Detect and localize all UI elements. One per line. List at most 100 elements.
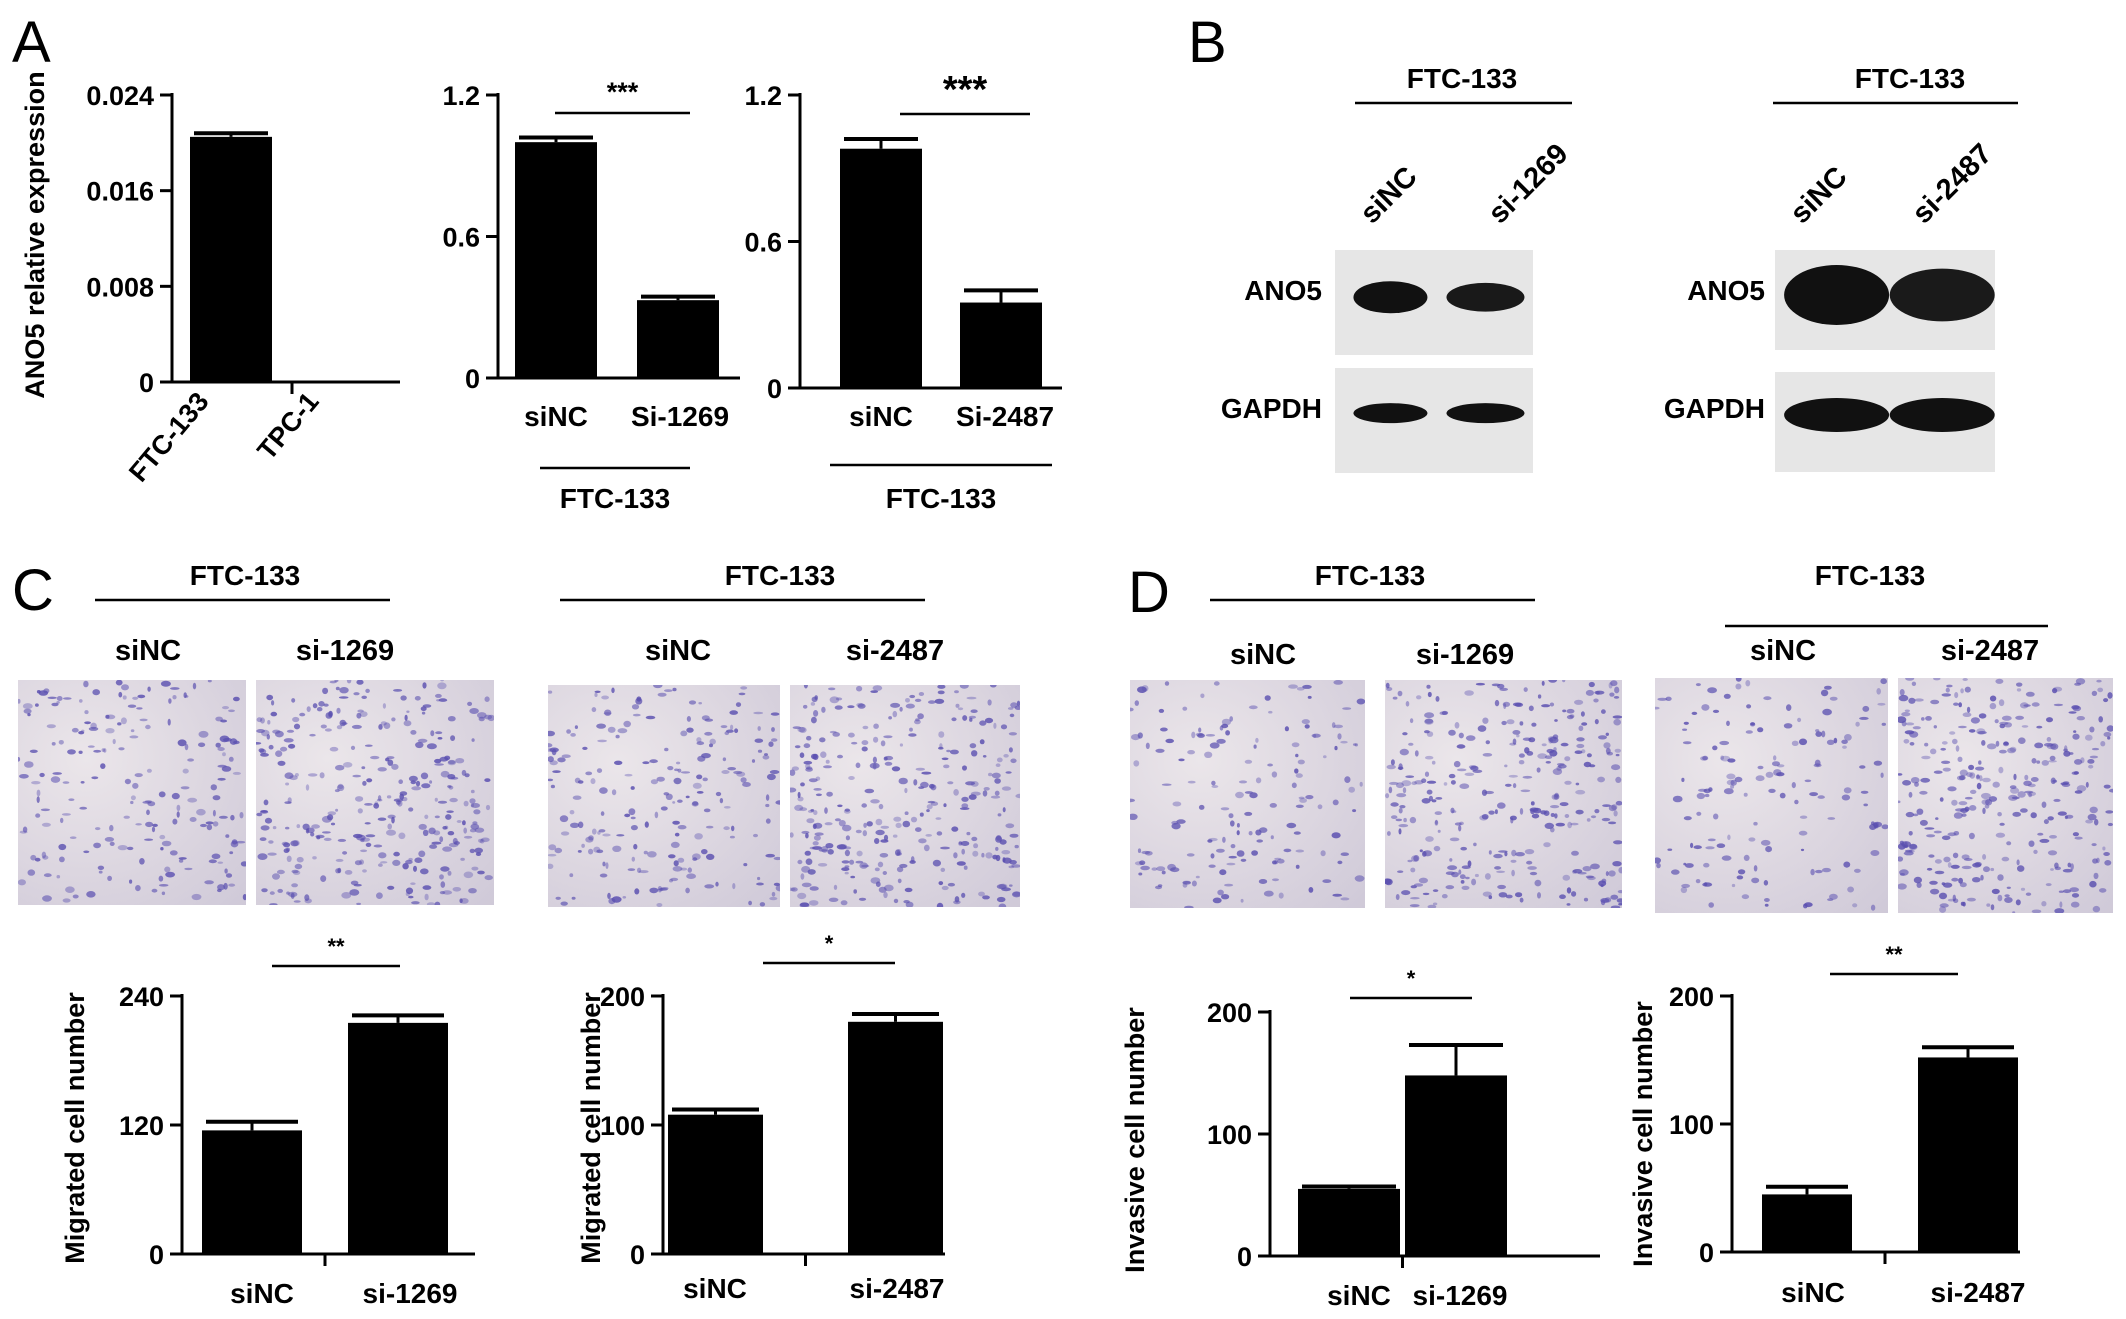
significance-stars: * (825, 931, 834, 956)
bar-si-2487 (848, 1021, 943, 1254)
bar-siNC (1298, 1188, 1400, 1256)
group-label: FTC-133 (190, 560, 300, 591)
category-label: si-1269 (363, 1278, 458, 1309)
chart-C2: 0 100 200 siNC si-2487 * Migrated cell number (576, 931, 945, 1304)
group-label: FTC-133 (1855, 63, 1965, 94)
category-label: si-2487 (850, 1273, 945, 1304)
group-label: FTC-133 (560, 483, 670, 514)
significance-stars: ** (327, 934, 345, 959)
transwell-image-D-right-siNC (1655, 678, 1888, 913)
bar-siNC (515, 142, 597, 378)
y-tick-label: 0.016 (86, 177, 154, 207)
lane-label: siNC (1784, 161, 1853, 230)
band-gapdh (1446, 403, 1525, 424)
category-label: siNC (1781, 1277, 1845, 1308)
significance-stars: *** (943, 69, 988, 111)
y-tick-label: 200 (600, 982, 645, 1012)
y-tick-label: 120 (119, 1111, 164, 1141)
transwell-image-D-right-si-2487 (1898, 678, 2113, 913)
transwell-image-C-left-si-1269 (256, 680, 494, 905)
transwell-image-C-left-siNC (18, 680, 246, 905)
lane-label: si-2487 (1906, 138, 1998, 230)
cell-stain-dots (256, 680, 494, 905)
bar-FTC-133 (190, 136, 272, 382)
bar-Si-2487 (960, 302, 1042, 388)
cell-stain-dots (1655, 678, 1888, 911)
group-label: FTC-133 (725, 560, 835, 591)
cell-stain-dots (1385, 680, 1622, 908)
category-label: siNC (849, 401, 913, 432)
bar-si-2487 (1918, 1057, 2018, 1252)
band-ano5 (1889, 268, 1995, 322)
group-label: FTC-133 (1407, 63, 1517, 94)
band-ano5 (1446, 282, 1525, 312)
y-tick-label: 0.024 (86, 81, 154, 111)
category-label: siNC (230, 1278, 294, 1309)
transwell-image-D-left-siNC (1130, 680, 1365, 908)
blot-B2: FTC-133 siNC si-2487 ANO5 GAPDH (1664, 63, 2018, 472)
panel-label-c: C (12, 558, 54, 623)
transwell-image-D-left-si-1269 (1385, 680, 1622, 908)
blot-label-ano5: ANO5 (1244, 275, 1322, 306)
condition-label: si-2487 (1941, 635, 2039, 667)
bar-siNC (202, 1130, 302, 1254)
chart-D2: 0 100 200 siNC si-2487 ** Invasive cell number (1628, 942, 2025, 1308)
y-tick-label: 0.6 (442, 223, 480, 253)
y-tick-label: 0.6 (744, 228, 782, 258)
band-ano5 (1784, 265, 1890, 325)
chart-A3: 0 0.6 1.2 siNC Si-2487 *** FTC-133 (744, 69, 1062, 514)
y-tick-label: 0 (1699, 1238, 1714, 1268)
y-tick-label: 1.2 (744, 81, 782, 111)
transwell-image-C-right-siNC (548, 685, 780, 907)
transwell-header-C-left: FTC-133 siNC si-1269 (95, 560, 394, 667)
significance-stars: *** (607, 77, 639, 107)
bar-siNC (840, 148, 922, 388)
category-label: Si-2487 (956, 401, 1054, 432)
group-label: FTC-133 (886, 483, 996, 514)
y-tick-label: 200 (1669, 982, 1714, 1012)
y-tick-label: 1.2 (442, 81, 480, 111)
transwell-header-D-right: FTC-133 siNC si-2487 (1725, 560, 2048, 667)
chart-C1: 0 120 240 siNC si-1269 ** Migrated cell number (60, 934, 475, 1309)
bar-siNC (668, 1114, 763, 1254)
group-label: FTC-133 (1815, 560, 1925, 591)
y-tick-label: 240 (119, 982, 164, 1012)
cell-stain-dots (1130, 680, 1365, 908)
panel-label-b: B (1188, 10, 1227, 75)
y-tick-label: 0.008 (86, 272, 154, 302)
band-ano5 (1353, 281, 1428, 314)
chart-D1: 0 100 200 siNC si-1269 * Invasive cell number (1120, 966, 1600, 1311)
y-tick-label: 0 (139, 368, 154, 398)
bar-Si-1269 (637, 300, 719, 378)
significance-stars: ** (1885, 942, 1903, 967)
chart-A2: 0 0.6 1.2 siNC Si-1269 *** FTC-133 (442, 77, 740, 514)
condition-label: siNC (1750, 635, 1816, 667)
y-axis-label: ANO5 relative expression (20, 71, 50, 398)
category-label: siNC (683, 1273, 747, 1304)
y-tick-label: 100 (1207, 1120, 1252, 1150)
condition-label: siNC (1230, 639, 1296, 671)
panel-label-a: A (12, 10, 51, 75)
category-label: si-1269 (1413, 1280, 1508, 1311)
category-label: FTC-133 (123, 387, 214, 488)
band-gapdh (1784, 398, 1890, 432)
group-label: FTC-133 (1315, 560, 1425, 591)
blot-label-ano5: ANO5 (1687, 275, 1765, 306)
condition-label: si-2487 (846, 635, 944, 667)
panel-label-d: D (1128, 560, 1170, 625)
blot-B1: FTC-133 siNC si-1269 ANO5 GAPDH (1221, 63, 1575, 473)
blot-label-gapdh: GAPDH (1221, 393, 1322, 424)
category-label: TPC-1 (251, 387, 324, 466)
category-label: Si-1269 (631, 401, 729, 432)
cell-stain-dots (1898, 678, 2113, 913)
y-tick-label: 0 (630, 1240, 645, 1270)
cell-stain-dots (790, 685, 1020, 907)
transwell-header-C-right: FTC-133 siNC si-2487 (560, 560, 944, 667)
category-label: siNC (1327, 1280, 1391, 1311)
band-gapdh (1889, 398, 1995, 432)
y-axis-label: Migrated cell number (60, 992, 90, 1264)
condition-label: siNC (645, 635, 711, 667)
blot-label-gapdh: GAPDH (1664, 393, 1765, 424)
